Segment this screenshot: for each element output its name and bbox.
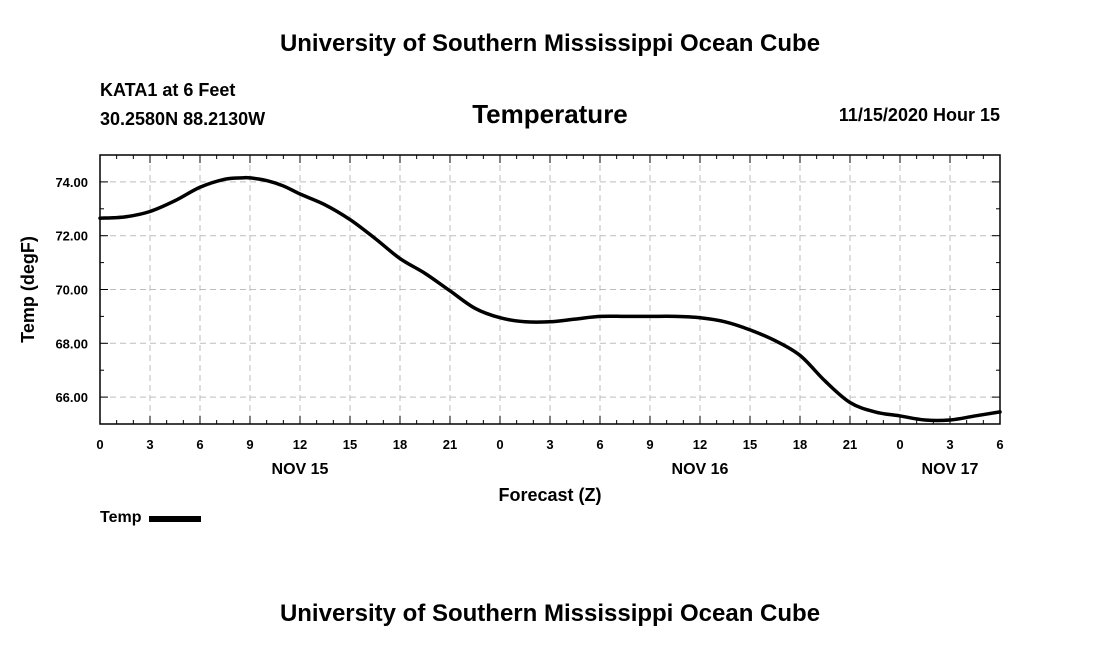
x-axis-label: Forecast (Z) (498, 485, 601, 505)
x-tick-label: 6 (996, 437, 1003, 452)
x-tick-label: 9 (246, 437, 253, 452)
y-tick-label: 72.00 (55, 229, 88, 244)
date-label: NOV 16 (672, 461, 729, 478)
y-tick-label: 66.00 (55, 390, 88, 405)
bottom-title: University of Southern Mississippi Ocean… (279, 600, 821, 627)
x-tick-label: 15 (343, 437, 357, 452)
legend-label: Temp (100, 509, 142, 526)
x-tick-label: 0 (96, 437, 103, 452)
forecast-datetime: 11/15/2020 Hour 15 (838, 105, 1000, 125)
station-coords: 30.2580N 88.2130W (100, 109, 266, 129)
legend: Temp (100, 509, 202, 527)
x-tick-label: 3 (146, 437, 153, 452)
y-tick-label: 70.00 (55, 283, 88, 298)
series-line-temp (98, 175, 1002, 423)
x-tick-label: 12 (293, 437, 307, 452)
x-tick-label: 6 (196, 437, 203, 452)
x-tick-label: 21 (443, 437, 457, 452)
x-tick-label: 0 (896, 437, 903, 452)
y-tick-label: 68.00 (55, 336, 88, 351)
plot-title: Temperature (472, 99, 628, 129)
y-axis-label: Temp (degF) (18, 236, 38, 343)
x-tick-label: 15 (743, 437, 757, 452)
x-tick-label: 6 (596, 437, 603, 452)
y-tick-label: 74.00 (55, 175, 88, 190)
date-label: NOV 15 (272, 461, 329, 478)
x-tick-label: 21 (843, 437, 857, 452)
top-title: University of Southern Mississippi Ocean… (279, 30, 821, 57)
x-tick-label: 3 (546, 437, 553, 452)
x-tick-label: 3 (946, 437, 953, 452)
station-name: KATA1 at 6 Feet (100, 80, 236, 100)
date-label: NOV 17 (922, 461, 979, 478)
x-tick-label: 18 (793, 437, 807, 452)
x-tick-label: 9 (646, 437, 653, 452)
legend-swatch (149, 516, 202, 522)
x-tick-label: 0 (496, 437, 503, 452)
x-tick-label: 18 (393, 437, 407, 452)
station-info: KATA1 at 6 Feet 30.2580N 88.2130W (100, 76, 265, 134)
x-tick-label: 12 (693, 437, 707, 452)
